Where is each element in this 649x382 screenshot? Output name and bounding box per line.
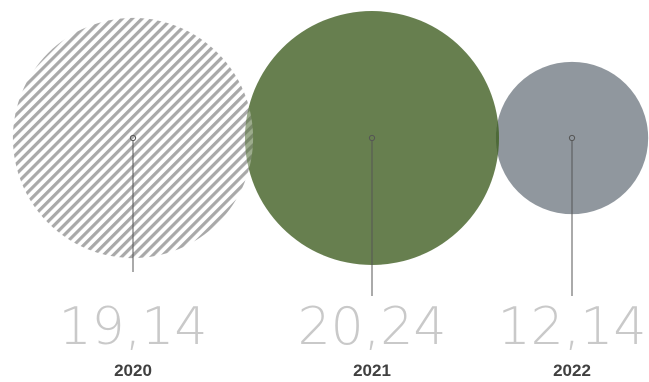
value-label-2021: 20,24 [298,297,447,357]
bubble-2020 [12,17,254,259]
year-label-2021: 2021 [353,361,391,380]
center-marker-2021 [368,134,376,142]
leaders-layer [129,134,576,296]
bubbles-layer [12,11,649,265]
value-label-2020: 19,14 [59,297,208,357]
bubble-2022 [495,61,649,215]
year-label-2020: 2020 [114,361,152,380]
center-marker-2020 [129,134,137,142]
bubble-2021 [245,11,499,265]
value-label-2022: 12,14 [498,297,647,357]
center-marker-2022 [568,134,576,142]
year-label-2022: 2022 [553,361,591,380]
labels-layer: 19,14 2020 20,24 2021 12,14 2022 [59,297,647,380]
